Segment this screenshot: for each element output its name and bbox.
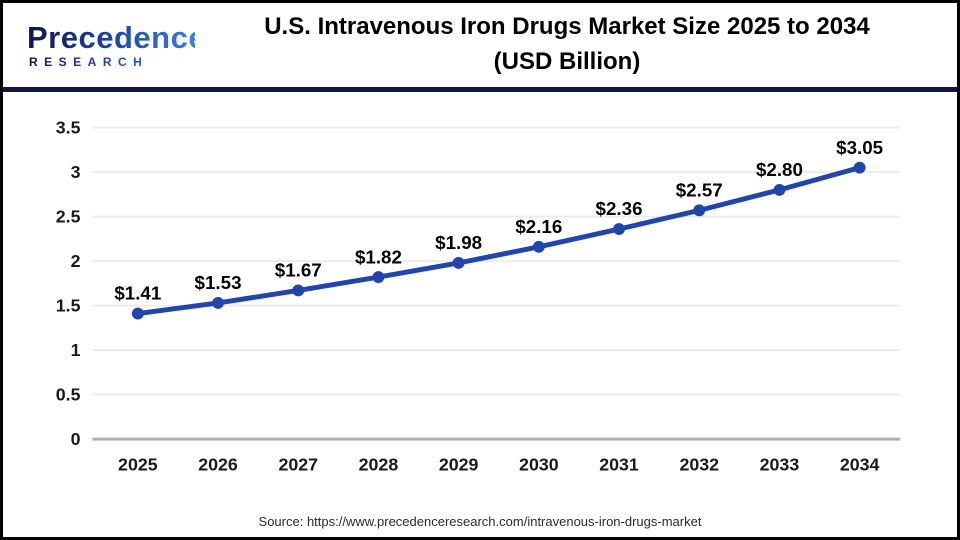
y-tick-label: 0 bbox=[71, 429, 81, 449]
data-point bbox=[372, 271, 385, 284]
data-point-label: $1.82 bbox=[355, 246, 402, 267]
source-text: Source: https://www.precedenceresearch.c… bbox=[258, 514, 702, 529]
data-point bbox=[452, 256, 465, 269]
header: Precedence RESEARCH U.S. Intravenous Iro… bbox=[3, 3, 957, 87]
x-tick-label: 2033 bbox=[760, 455, 800, 475]
data-point bbox=[773, 183, 786, 196]
data-point-label: $1.98 bbox=[435, 232, 482, 253]
logo-subtitle: RESEARCH bbox=[27, 55, 195, 69]
chart-title: U.S. Intravenous Iron Drugs Market Size … bbox=[195, 10, 957, 80]
y-tick-label: 3.5 bbox=[56, 118, 81, 138]
line-chart: 0 0.5 1 1.5 2 2.5 3 3.5 2025 2026 2027 2028 2029 2030… bbox=[56, 118, 901, 475]
x-tick-label: 2025 bbox=[118, 455, 158, 475]
y-tick-label: 3 bbox=[71, 162, 81, 182]
data-point bbox=[212, 296, 224, 309]
y-tick-label: 2.5 bbox=[56, 207, 81, 227]
data-point-label: $1.67 bbox=[275, 260, 322, 281]
data-point-label: $2.80 bbox=[756, 159, 803, 180]
x-tick-label: 2028 bbox=[359, 455, 399, 475]
logo-wordmark: Precedence bbox=[27, 19, 207, 55]
data-point bbox=[693, 204, 706, 217]
data-point-label: $3.05 bbox=[836, 137, 883, 158]
x-tick-label: 2027 bbox=[278, 455, 318, 475]
data-point bbox=[131, 307, 144, 320]
x-tick-label: 2026 bbox=[198, 455, 238, 475]
chart-title-line2: (USD Billion) bbox=[493, 48, 641, 75]
chart-title-line1: U.S. Intravenous Iron Drugs Market Size … bbox=[264, 13, 870, 41]
x-tick-label: 2034 bbox=[840, 455, 880, 475]
precedence-research-logo: Precedence RESEARCH bbox=[3, 19, 207, 69]
data-point-label: $1.41 bbox=[114, 283, 161, 304]
data-point bbox=[532, 240, 545, 253]
y-tick-label: 1.5 bbox=[56, 296, 81, 316]
data-point bbox=[613, 223, 625, 235]
data-point-label: $2.16 bbox=[515, 216, 562, 237]
data-point-label: $1.53 bbox=[195, 272, 242, 293]
data-point bbox=[853, 161, 866, 174]
x-tick-label: 2032 bbox=[679, 455, 719, 475]
series-line bbox=[135, 165, 863, 317]
y-tick-label: 2 bbox=[71, 251, 81, 271]
y-tick-label: 1 bbox=[71, 340, 81, 360]
data-point-label: $2.36 bbox=[596, 198, 643, 219]
x-tick-label: 2031 bbox=[599, 455, 639, 475]
data-point-label: $2.57 bbox=[676, 180, 723, 201]
y-tick-label: 0.5 bbox=[56, 385, 81, 405]
x-tick-label: 2029 bbox=[439, 455, 479, 475]
header-divider bbox=[3, 87, 957, 92]
data-point bbox=[292, 284, 305, 297]
x-tick-label: 2030 bbox=[519, 455, 559, 475]
